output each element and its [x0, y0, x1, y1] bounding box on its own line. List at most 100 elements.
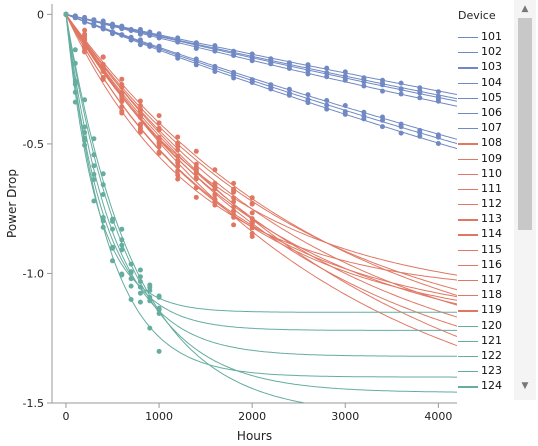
- data-point-123: [137, 299, 143, 305]
- legend-item-121[interactable]: 121: [456, 334, 513, 349]
- data-point-125: [91, 136, 97, 142]
- legend-label: 122: [481, 348, 502, 362]
- data-point-104: [231, 53, 237, 58]
- legend-item-109[interactable]: 109: [456, 152, 513, 167]
- data-point-112: [175, 172, 181, 178]
- data-point-102: [193, 40, 199, 46]
- legend-item-105[interactable]: 105: [456, 91, 513, 106]
- data-point-107: [147, 43, 153, 49]
- data-point-122: [91, 152, 97, 158]
- data-point-110: [119, 104, 125, 110]
- legend-label: 115: [481, 242, 502, 256]
- legend-line-icon: [458, 82, 478, 84]
- data-point-117: [82, 43, 88, 49]
- legend-item-120[interactable]: 120: [456, 319, 513, 334]
- legend-line-icon: [458, 128, 478, 130]
- data-point-119: [212, 191, 218, 197]
- legend-item-124[interactable]: 124: [456, 379, 513, 394]
- data-point-107: [286, 92, 292, 98]
- data-point-119: [82, 48, 88, 54]
- data-point-124: [82, 124, 88, 130]
- data-point-119: [231, 208, 237, 214]
- data-point-107: [231, 75, 237, 81]
- legend-item-117[interactable]: 117: [456, 273, 513, 288]
- data-point-113: [156, 113, 162, 119]
- data-point-125: [156, 311, 162, 316]
- data-point-111: [193, 161, 199, 167]
- fit-line-112: [65, 14, 457, 301]
- legend-label: 116: [481, 257, 502, 271]
- data-point-119: [156, 141, 162, 146]
- legend-item-104[interactable]: 104: [456, 76, 513, 91]
- legend-item-110[interactable]: 110: [456, 167, 513, 182]
- data-point-109: [193, 194, 199, 200]
- data-point-115: [175, 140, 181, 146]
- legend-item-101[interactable]: 101: [456, 30, 513, 45]
- legend-line-icon: [458, 52, 478, 54]
- data-point-122: [100, 192, 106, 197]
- legend-item-108[interactable]: 108: [456, 136, 513, 151]
- plot-area: [63, 11, 457, 403]
- legend-label: 123: [481, 364, 502, 378]
- fit-line-115: [65, 14, 457, 306]
- fit-line-120: [65, 14, 457, 313]
- data-point-114: [249, 216, 255, 222]
- legend-label: 103: [481, 60, 502, 74]
- legend-item-114[interactable]: 114: [456, 227, 513, 242]
- legend-item-102[interactable]: 102: [456, 45, 513, 60]
- data-point-120: [100, 224, 106, 230]
- data-point-103: [417, 90, 423, 96]
- data-point-117: [137, 123, 143, 128]
- data-point-107: [268, 86, 274, 92]
- legend-scrollbar[interactable]: ▲ ▼: [514, 0, 536, 400]
- data-point-111: [119, 76, 125, 82]
- data-point-104: [361, 83, 367, 89]
- legend-item-107[interactable]: 107: [456, 121, 513, 136]
- data-point-107: [175, 55, 181, 61]
- data-point-115: [249, 201, 255, 207]
- data-point-104: [137, 31, 143, 37]
- data-point-107: [212, 69, 218, 74]
- data-point-105: [361, 109, 367, 115]
- data-point-115: [156, 120, 162, 126]
- legend-label: 124: [481, 379, 502, 393]
- legend-item-118[interactable]: 118: [456, 288, 513, 303]
- data-point-121: [91, 171, 97, 177]
- legend-item-115[interactable]: 115: [456, 243, 513, 258]
- data-point-125: [110, 216, 115, 222]
- data-point-122: [137, 279, 143, 284]
- legend-line-icon: [458, 386, 478, 388]
- data-point-112: [156, 149, 162, 155]
- data-point-104: [119, 26, 125, 32]
- data-point-125: [128, 270, 134, 275]
- legend-item-122[interactable]: 122: [456, 349, 513, 364]
- data-point-112: [119, 110, 125, 116]
- data-point-114: [175, 160, 181, 166]
- data-point-118: [156, 137, 162, 143]
- scroll-thumb[interactable]: [518, 18, 532, 230]
- data-point-106: [193, 58, 199, 64]
- data-point-104: [268, 61, 274, 67]
- legend-label: 121: [481, 333, 502, 347]
- legend-item-125[interactable]: 125: [456, 395, 513, 397]
- legend-line-icon: [458, 204, 478, 206]
- legend[interactable]: 101 102 103 104 105 106 107 108 109 110 111 112 113 1…: [456, 30, 513, 396]
- legend-item-103[interactable]: 103: [456, 60, 513, 75]
- data-point-125: [72, 47, 78, 53]
- legend-item-116[interactable]: 116: [456, 258, 513, 273]
- legend-item-111[interactable]: 111: [456, 182, 513, 197]
- data-point-118: [212, 182, 218, 188]
- legend-label: 117: [481, 273, 502, 286]
- legend-item-113[interactable]: 113: [456, 212, 513, 227]
- legend-item-123[interactable]: 123: [456, 364, 513, 379]
- legend-item-112[interactable]: 112: [456, 197, 513, 212]
- scroll-up-arrow-icon[interactable]: ▲: [521, 4, 529, 14]
- legend-line-icon: [458, 158, 478, 160]
- fit-line-111: [65, 14, 457, 291]
- scroll-down-arrow-icon[interactable]: ▼: [521, 381, 529, 391]
- legend-item-119[interactable]: 119: [456, 303, 513, 318]
- data-point-121: [110, 244, 115, 250]
- data-point-121: [82, 130, 88, 135]
- legend-item-106[interactable]: 106: [456, 106, 513, 121]
- data-point-113: [231, 180, 237, 186]
